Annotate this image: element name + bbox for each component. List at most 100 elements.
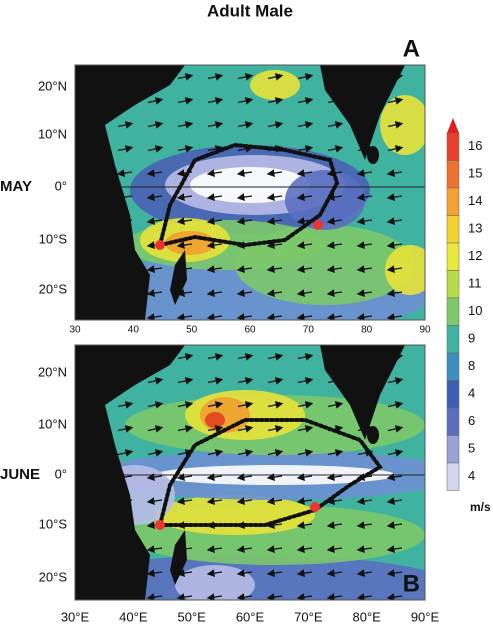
current-arrow xyxy=(387,425,404,433)
current-arrow xyxy=(237,121,254,129)
current-arrow xyxy=(207,97,224,105)
current-arrow xyxy=(237,449,254,457)
current-arrow xyxy=(177,353,194,361)
current-arrow xyxy=(297,353,314,361)
speed-patch xyxy=(155,495,315,535)
current-arrow xyxy=(266,289,283,297)
current-arrow xyxy=(266,473,283,481)
lon-label: 70°E xyxy=(294,609,323,624)
speed-patch xyxy=(190,167,310,203)
current-arrow xyxy=(146,313,163,320)
current-arrow xyxy=(356,545,373,553)
current-arrow xyxy=(147,425,164,433)
current-arrow xyxy=(267,121,284,129)
current-arrow xyxy=(176,217,193,225)
current-arrow xyxy=(266,265,283,273)
current-arrow xyxy=(176,241,193,249)
current-arrow xyxy=(147,449,164,457)
speed-patch xyxy=(285,170,365,230)
lon-label: 70 xyxy=(303,325,315,336)
current-arrow xyxy=(146,473,163,481)
colorbar-swatch xyxy=(446,435,460,464)
current-arrow xyxy=(297,401,314,409)
current-arrow xyxy=(296,265,313,273)
release-point xyxy=(155,240,165,250)
current-arrow xyxy=(386,521,403,529)
lon-label: 40 xyxy=(128,325,140,336)
colorbar-label: 4 xyxy=(468,468,475,483)
current-arrow xyxy=(296,193,313,201)
current-arrow xyxy=(267,73,284,81)
colorbar-label: 5 xyxy=(468,441,475,456)
release-point xyxy=(155,520,165,530)
current-arrow xyxy=(207,73,224,81)
current-arrow xyxy=(206,169,223,177)
current-arrow xyxy=(326,217,343,225)
current-arrow xyxy=(326,569,343,577)
current-arrow xyxy=(267,97,284,105)
colorbar-label: 6 xyxy=(468,413,475,428)
current-arrow xyxy=(146,217,163,225)
current-arrow xyxy=(207,377,224,385)
colorbar-swatch xyxy=(446,462,460,491)
current-arrow xyxy=(356,593,373,600)
colorbar-label: 14 xyxy=(468,193,482,208)
current-arrow xyxy=(387,145,404,153)
month-label: JUNE xyxy=(0,466,40,483)
current-arrow xyxy=(237,425,254,433)
land-sri-lanka xyxy=(367,426,379,444)
current-arrow xyxy=(236,569,253,577)
current-arrow xyxy=(206,313,223,320)
speed-patch xyxy=(175,565,255,600)
current-arrow xyxy=(296,217,313,225)
colorbar-swatch xyxy=(446,270,460,299)
speed-patch xyxy=(385,245,425,295)
current-arrow xyxy=(386,241,403,249)
current-arrow xyxy=(146,545,163,553)
colorbar-swatch xyxy=(446,160,460,189)
current-arrow xyxy=(387,449,404,457)
current-arrow xyxy=(356,241,373,249)
current-arrow xyxy=(326,241,343,249)
current-arrow xyxy=(147,145,164,153)
speed-patch xyxy=(380,95,425,155)
current-arrow xyxy=(206,289,223,297)
lat-label: 10°S xyxy=(39,516,68,531)
current-arrow xyxy=(236,313,253,320)
lat-label: 10°N xyxy=(38,126,67,141)
current-arrow xyxy=(117,401,134,409)
land-arabia xyxy=(95,345,185,385)
track xyxy=(158,418,383,527)
land-africa xyxy=(75,65,150,320)
current-arrow xyxy=(207,145,224,153)
colorbar-label: 16 xyxy=(468,138,482,153)
title: Adult Male xyxy=(207,1,293,20)
current-arrow xyxy=(326,289,343,297)
current-arrow xyxy=(296,521,313,529)
current-arrow xyxy=(206,569,223,577)
colorbar-label: 11 xyxy=(468,276,482,291)
current-arrow xyxy=(326,473,343,481)
map-field xyxy=(75,65,425,320)
current-arrow xyxy=(326,313,343,320)
current-arrow xyxy=(356,289,373,297)
current-arrow xyxy=(147,121,164,129)
panel-label: B xyxy=(403,570,420,597)
colorbar-label: 13 xyxy=(468,221,482,236)
current-arrow xyxy=(387,121,404,129)
lon-label: 90 xyxy=(419,325,431,336)
current-arrow xyxy=(236,473,253,481)
lat-label: 20°S xyxy=(39,281,68,296)
lon-label: 30°E xyxy=(61,609,90,624)
current-arrow xyxy=(117,121,134,129)
current-arrow xyxy=(177,425,194,433)
colorbar-swatch xyxy=(446,215,460,244)
lat-label: 0° xyxy=(55,178,67,193)
land-madagascar xyxy=(170,530,187,585)
current-arrow xyxy=(386,497,403,505)
current-arrow xyxy=(327,401,344,409)
current-arrow xyxy=(387,97,404,105)
current-arrow xyxy=(206,265,223,273)
current-arrow xyxy=(177,97,194,105)
speed-patch xyxy=(250,70,300,100)
